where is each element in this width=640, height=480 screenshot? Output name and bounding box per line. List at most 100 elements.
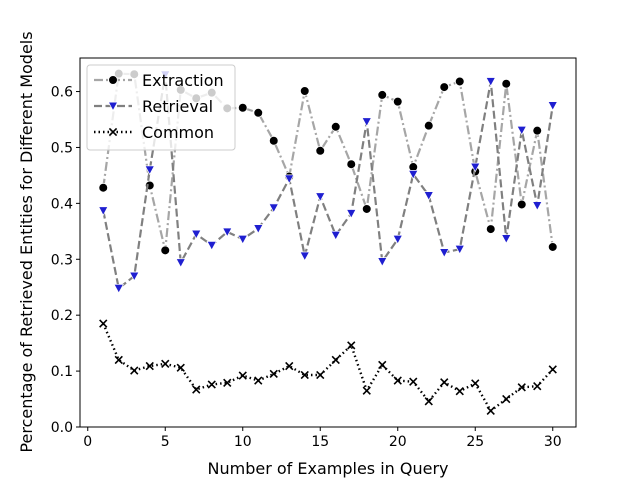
data-point <box>114 355 123 365</box>
data-point <box>501 78 512 89</box>
data-point <box>253 224 264 234</box>
data-point <box>222 227 233 238</box>
data-point <box>455 387 464 396</box>
series-line <box>102 73 554 290</box>
data-point <box>454 76 465 87</box>
legend-label: Common <box>142 123 214 142</box>
y-axis-label: Percentage of Retrieved Entities for Dif… <box>17 31 36 452</box>
legend-label: Extraction <box>142 71 224 90</box>
data-point <box>362 386 371 395</box>
data-point <box>176 363 185 372</box>
x-tick-label: 20 <box>389 434 407 450</box>
legend: Extraction Retrieval Common <box>86 64 236 151</box>
data-point <box>392 96 403 107</box>
data-point <box>408 170 419 180</box>
plot-frame <box>79 57 577 428</box>
data-point <box>99 319 108 328</box>
x-axis-label: Number of Examples in Query <box>208 459 449 478</box>
data-point <box>423 191 434 201</box>
y-tick-label: 0.4 <box>51 196 73 212</box>
data-point <box>315 192 326 202</box>
data-point <box>161 359 170 368</box>
data-point <box>516 199 527 210</box>
data-point <box>160 245 171 256</box>
data-point <box>439 82 450 92</box>
legend-item-common: Common <box>94 123 214 142</box>
data-point <box>485 224 496 234</box>
data-point <box>377 90 388 100</box>
data-point <box>268 203 279 214</box>
data-point <box>330 121 341 132</box>
data-point <box>299 86 310 96</box>
data-point <box>237 102 248 113</box>
data-point <box>269 369 278 379</box>
data-point <box>533 382 542 391</box>
legend-marker <box>108 75 118 85</box>
data-point <box>129 271 140 282</box>
data-point <box>486 406 495 415</box>
x-tick-label: 0 <box>83 434 92 450</box>
data-point <box>113 284 124 294</box>
data-point <box>409 377 418 386</box>
data-point <box>454 244 465 255</box>
data-point <box>98 182 109 193</box>
legend-item-extraction: Extraction <box>94 71 224 90</box>
data-point <box>393 376 402 385</box>
data-point <box>268 135 279 146</box>
data-point <box>548 365 557 374</box>
data-point <box>547 242 558 252</box>
data-point <box>532 125 543 136</box>
x-tick-label: 25 <box>466 434 484 450</box>
data-point <box>330 230 341 241</box>
data-point <box>440 378 449 387</box>
data-point <box>361 204 372 214</box>
y-tick-label: 0.2 <box>51 308 73 324</box>
legend-marker <box>107 101 119 112</box>
data-point <box>532 201 543 211</box>
data-point <box>471 379 480 388</box>
x-tick-label: 30 <box>544 434 562 450</box>
data-point <box>439 248 450 258</box>
data-point <box>517 383 526 392</box>
data-point <box>346 159 357 170</box>
data-point <box>315 146 326 156</box>
data-point <box>516 125 527 136</box>
x-tick-label: 15 <box>311 434 329 450</box>
data-point <box>285 361 294 371</box>
data-point <box>300 370 309 380</box>
data-point <box>254 376 263 385</box>
data-point <box>316 370 325 380</box>
series-common <box>99 319 557 415</box>
y-tick-label: 0.3 <box>51 252 73 268</box>
data-point <box>485 77 496 87</box>
data-point <box>331 355 340 365</box>
data-point <box>130 366 139 375</box>
data-point <box>144 165 155 176</box>
data-point <box>347 341 356 350</box>
data-point <box>470 162 481 173</box>
data-point <box>98 206 109 216</box>
data-point <box>423 120 434 131</box>
legend-box <box>86 64 236 151</box>
data-point <box>192 385 201 394</box>
y-tick-label: 0.6 <box>51 85 73 101</box>
data-point <box>191 229 202 240</box>
data-point <box>502 394 511 404</box>
legend-marker <box>108 127 118 137</box>
data-point <box>223 378 232 387</box>
data-point <box>145 361 154 371</box>
data-point <box>501 234 512 244</box>
data-point <box>346 209 357 219</box>
data-point <box>237 234 248 245</box>
series-line <box>102 323 554 412</box>
data-point <box>238 371 247 380</box>
data-point <box>175 258 186 268</box>
y-axis: 0.0 0.1 0.2 0.3 0.4 0.5 0.6 <box>51 85 80 436</box>
y-tick-label: 0.0 <box>51 420 73 436</box>
y-tick-label: 0.5 <box>51 140 73 156</box>
data-point <box>284 174 295 185</box>
x-tick-label: 5 <box>161 434 170 450</box>
x-tick-label: 10 <box>234 434 252 450</box>
data-point <box>424 397 433 406</box>
data-point <box>377 257 388 267</box>
